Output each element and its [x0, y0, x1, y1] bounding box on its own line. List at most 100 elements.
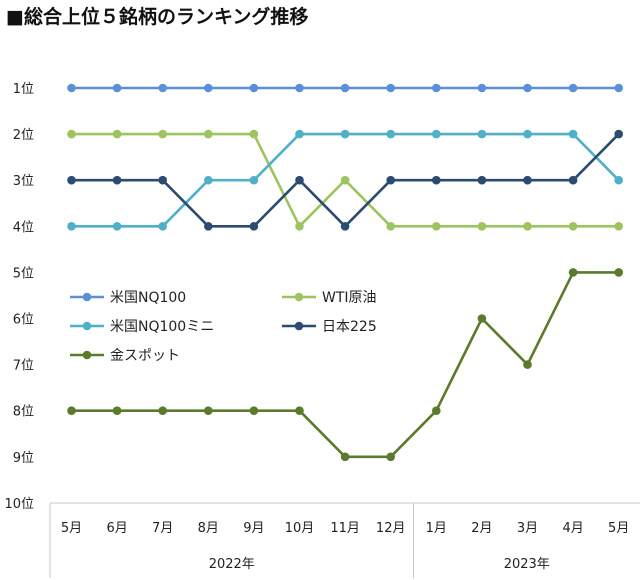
series-2-point-11 [568, 129, 578, 139]
x-tick-label-2: 7月 [152, 521, 173, 536]
series-0-point-3 [204, 83, 213, 93]
series-1-point-4 [249, 129, 259, 139]
series-4-point-3 [204, 406, 213, 416]
series-3-point-3 [204, 222, 213, 231]
series-2-point-10 [523, 129, 532, 139]
series-3-point-2 [158, 175, 167, 185]
series-0-point-11 [568, 83, 578, 93]
legend-label-4: 金スポット [110, 348, 180, 364]
series-2-point-7 [386, 129, 396, 139]
series-1-point-5 [295, 222, 304, 231]
series-2-point-1 [112, 222, 122, 231]
series-0-point-4 [249, 83, 259, 93]
series-2-point-4 [249, 175, 259, 185]
series-0-point-1 [112, 83, 122, 93]
series-0-point-5 [295, 83, 304, 93]
series-1-point-3 [204, 129, 213, 139]
y-tick-label-10: 10位 [4, 497, 34, 512]
series-3-point-0 [67, 175, 76, 185]
series-0-point-7 [386, 83, 396, 93]
series-3-point-4 [249, 222, 259, 231]
series-0-point-0 [67, 83, 76, 93]
x-tick-label-10: 3月 [517, 521, 538, 536]
x-tick-label-8: 1月 [426, 521, 447, 536]
series-2-point-5 [295, 129, 304, 139]
series-1-point-12 [614, 222, 623, 231]
y-tick-label-2: 2位 [13, 128, 34, 143]
y-tick-label-7: 7位 [13, 359, 34, 374]
x-tick-label-1: 6月 [106, 521, 127, 536]
y-tick-label-3: 3位 [13, 174, 34, 189]
series-4-point-12 [614, 268, 623, 277]
series-4-point-11 [568, 268, 578, 277]
x-tick-label-4: 9月 [243, 521, 264, 536]
series-4-point-0 [67, 406, 76, 416]
series-4-point-8 [432, 406, 441, 416]
y-tick-label-4: 4位 [13, 220, 34, 235]
series-1-point-9 [477, 222, 487, 231]
series-0-point-12 [614, 83, 623, 93]
series-2-point-3 [204, 175, 213, 185]
y-tick-label-8: 8位 [13, 405, 34, 420]
series-3-point-5 [295, 175, 304, 185]
series-3-point-9 [477, 175, 487, 185]
series-0-point-9 [477, 83, 487, 93]
series-0-point-6 [340, 83, 350, 93]
x-tick-label-7: 12月 [376, 521, 406, 536]
legend-marker-1 [294, 292, 304, 302]
series-2-point-12 [614, 175, 623, 185]
series-4-point-2 [158, 406, 167, 416]
y-tick-label-9: 9位 [13, 451, 34, 466]
series-3-point-11 [568, 175, 578, 185]
series-4-point-7 [386, 452, 396, 462]
y-tick-label-1: 1位 [13, 82, 34, 97]
x-tick-label-11: 4月 [562, 521, 583, 536]
series-3-point-7 [386, 175, 396, 185]
series-3-point-10 [523, 175, 532, 185]
x-tick-label-0: 5月 [61, 521, 82, 536]
series-4-point-6 [340, 452, 350, 462]
chart-title: ■総合上位５銘柄のランキング推移 [6, 6, 309, 28]
legend-marker-0 [82, 292, 92, 302]
legend-label-0: 米国NQ100 [110, 290, 186, 306]
series-1-point-1 [112, 129, 122, 139]
series-1-point-8 [432, 222, 441, 231]
year-group-label-0: 2022年 [209, 557, 255, 572]
series-4-point-9 [477, 314, 487, 323]
legend-marker-3 [294, 321, 304, 331]
x-tick-label-5: 10月 [285, 521, 315, 536]
x-tick-label-3: 8月 [198, 521, 219, 536]
series-3-point-12 [614, 129, 623, 139]
series-0-point-2 [158, 83, 167, 93]
series-3-point-1 [112, 175, 122, 185]
series-1-point-11 [568, 222, 578, 231]
series-3-point-8 [432, 175, 441, 185]
series-3-point-6 [340, 222, 350, 231]
x-tick-label-6: 11月 [330, 521, 360, 536]
series-4-point-4 [249, 406, 259, 416]
legend-label-1: WTI原油 [322, 290, 377, 306]
series-4-point-10 [523, 360, 532, 369]
series-1-point-0 [67, 129, 76, 139]
y-tick-label-5: 5位 [13, 266, 34, 281]
y-tick-label-6: 6位 [13, 313, 34, 328]
series-1-point-7 [386, 222, 396, 231]
year-group-label-1: 2023年 [504, 557, 550, 572]
series-0-point-8 [432, 83, 441, 93]
series-1-point-6 [340, 175, 350, 185]
series-0-point-10 [523, 83, 532, 93]
series-2-point-2 [158, 222, 167, 231]
series-4-point-1 [112, 406, 122, 416]
legend-label-2: 米国NQ100ミニ [110, 319, 214, 335]
series-2-point-6 [340, 129, 350, 139]
x-tick-label-12: 5月 [608, 521, 629, 536]
series-4-point-5 [295, 406, 304, 416]
legend-label-3: 日本225 [322, 319, 377, 335]
series-1-point-2 [158, 129, 167, 139]
x-tick-label-9: 2月 [471, 521, 492, 536]
series-1-point-10 [523, 222, 532, 231]
series-2-point-9 [477, 129, 487, 139]
series-2-point-0 [67, 222, 76, 231]
legend-marker-2 [82, 321, 92, 331]
